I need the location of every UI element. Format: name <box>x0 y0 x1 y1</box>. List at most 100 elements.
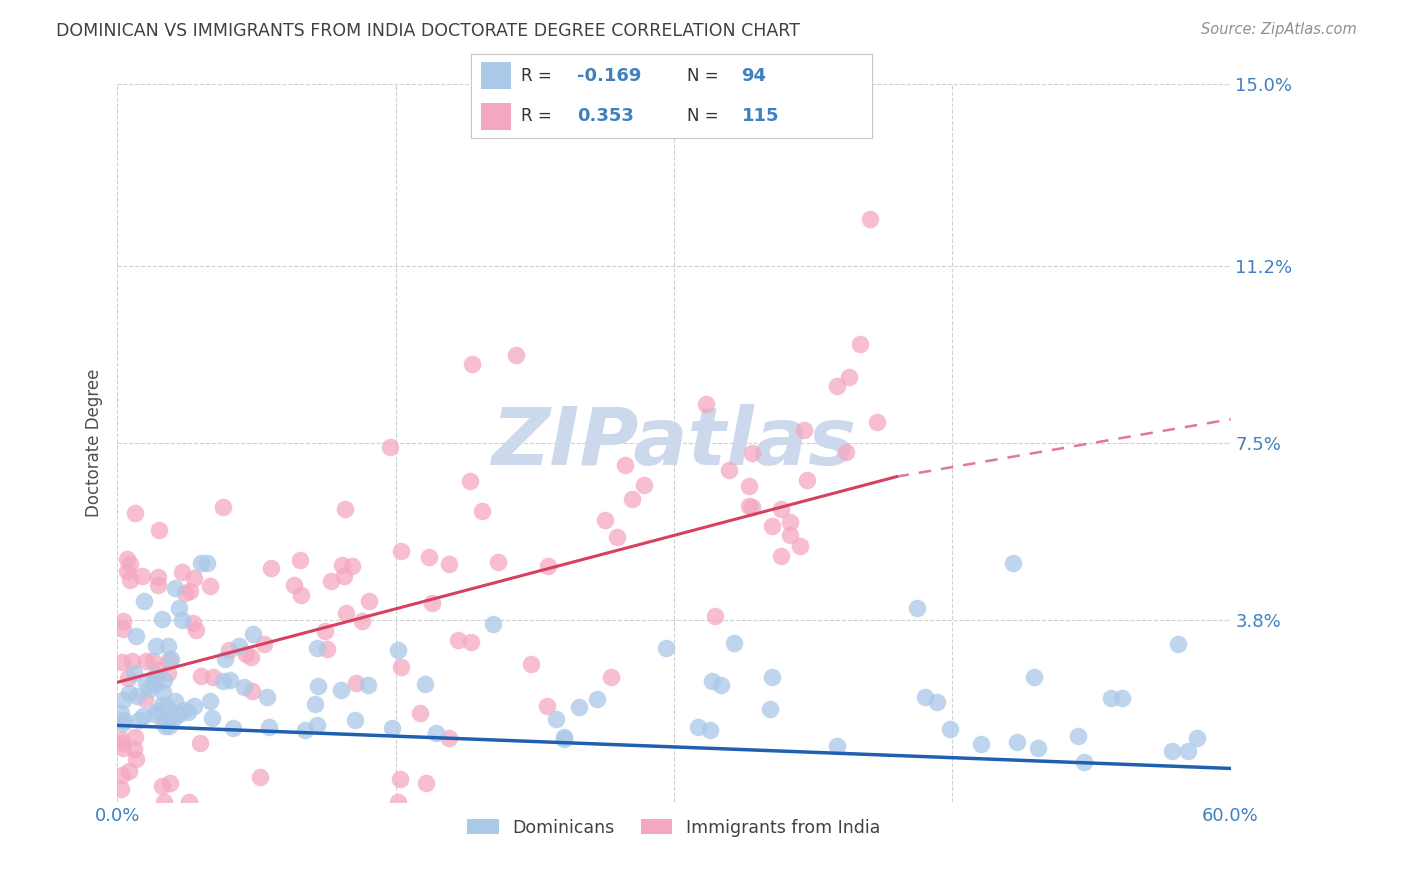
Point <box>723 635 745 649</box>
Point <box>1160 744 1182 758</box>
Point <box>190 669 212 683</box>
Point <box>586 692 609 706</box>
Point <box>111 768 134 782</box>
Point <box>120 557 142 571</box>
Point <box>378 440 401 454</box>
Point <box>914 690 936 704</box>
Point <box>568 699 591 714</box>
Point <box>389 772 412 786</box>
Point <box>179 584 201 599</box>
Point <box>461 357 484 371</box>
Point <box>157 653 180 667</box>
Point <box>153 795 176 809</box>
Point <box>1002 556 1025 570</box>
Point <box>738 499 761 513</box>
Point <box>138 682 160 697</box>
Point <box>316 642 339 657</box>
Point <box>235 647 257 661</box>
Point <box>335 606 357 620</box>
Point <box>415 775 437 789</box>
Point <box>699 723 721 737</box>
Point <box>150 612 173 626</box>
Point <box>779 515 801 529</box>
Point <box>343 713 366 727</box>
Point <box>460 635 482 649</box>
Point <box>770 549 793 563</box>
Point <box>761 519 783 533</box>
Point <box>939 722 962 736</box>
Point <box>825 378 848 392</box>
Point <box>167 707 190 722</box>
Point <box>471 504 494 518</box>
Point <box>481 617 503 632</box>
Point <box>357 593 380 607</box>
Point <box>356 678 378 692</box>
Point <box>170 613 193 627</box>
Point <box>620 491 643 506</box>
Point <box>253 637 276 651</box>
Point <box>128 713 150 727</box>
Point <box>117 671 139 685</box>
Point <box>905 600 928 615</box>
Point <box>214 652 236 666</box>
Point <box>593 512 616 526</box>
Point <box>1099 691 1122 706</box>
Point <box>260 561 283 575</box>
Point <box>420 596 443 610</box>
Point <box>135 676 157 690</box>
Point <box>304 697 326 711</box>
Point <box>146 577 169 591</box>
Point <box>389 544 412 558</box>
Point <box>167 600 190 615</box>
Point <box>125 629 148 643</box>
Point <box>145 676 167 690</box>
Point <box>124 730 146 744</box>
Point <box>789 539 811 553</box>
Point <box>849 337 872 351</box>
Point <box>157 719 180 733</box>
Point <box>132 709 155 723</box>
Point <box>505 347 527 361</box>
Text: -0.169: -0.169 <box>578 67 641 85</box>
Point <box>134 594 156 608</box>
Point <box>186 623 208 637</box>
Point <box>256 690 278 704</box>
Point <box>124 752 146 766</box>
Point <box>142 676 165 690</box>
Point <box>437 557 460 571</box>
Point <box>761 670 783 684</box>
Point <box>519 657 541 671</box>
Point <box>439 731 461 746</box>
Point <box>307 679 329 693</box>
Point <box>1024 670 1046 684</box>
Point <box>340 559 363 574</box>
Point <box>710 678 733 692</box>
Point <box>160 652 183 666</box>
Point <box>148 523 170 537</box>
Point <box>122 742 145 756</box>
Point <box>232 680 254 694</box>
Point <box>686 720 709 734</box>
Point <box>294 723 316 737</box>
Point <box>222 721 245 735</box>
Point <box>190 736 212 750</box>
Point <box>257 720 280 734</box>
Point <box>415 677 437 691</box>
Point <box>142 706 165 721</box>
Point <box>553 731 575 745</box>
Point <box>249 771 271 785</box>
Point <box>606 530 628 544</box>
Point <box>305 718 328 732</box>
Point <box>112 713 135 727</box>
Point <box>779 528 801 542</box>
Point <box>115 551 138 566</box>
Point <box>1167 637 1189 651</box>
Point <box>115 565 138 579</box>
Point <box>330 558 353 572</box>
Point <box>1111 690 1133 705</box>
Point <box>111 655 134 669</box>
Point <box>387 795 409 809</box>
Point <box>758 702 780 716</box>
Point <box>838 369 860 384</box>
Point <box>202 669 225 683</box>
